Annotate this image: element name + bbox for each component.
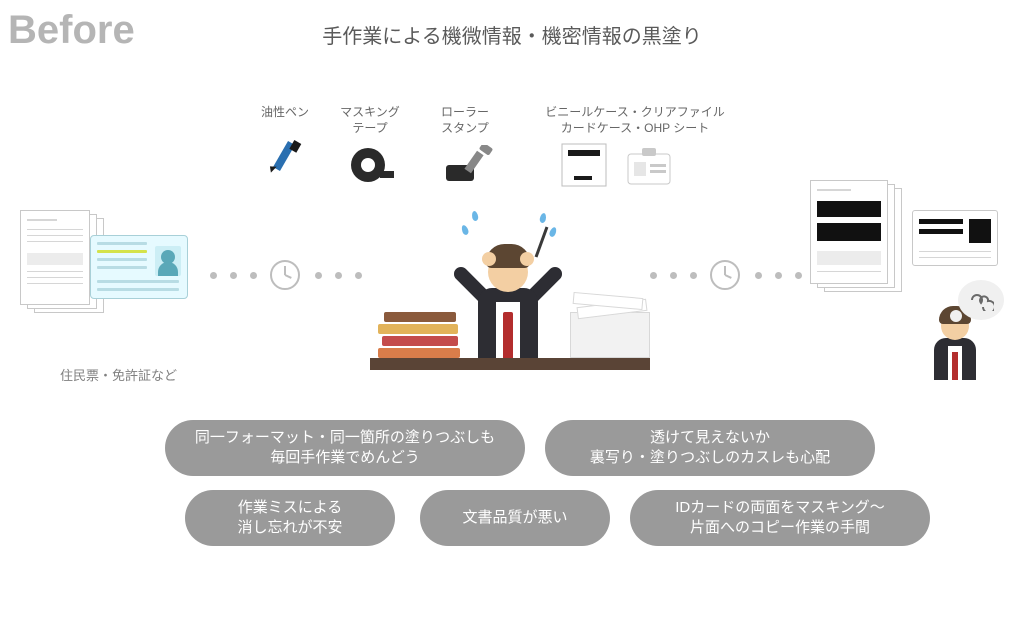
idclip-icon — [624, 146, 674, 195]
tool-label-stamp: ローラー スタンプ — [425, 105, 505, 136]
book-stack-icon — [378, 310, 468, 358]
pen-icon — [268, 135, 302, 190]
input-caption: 住民票・免許証など — [60, 365, 177, 384]
stamp-icon — [440, 145, 496, 192]
pain-pill: 作業ミスによる 消し忘れが不安 — [185, 490, 395, 546]
flow-dot — [230, 272, 237, 279]
id-card-icon — [90, 235, 188, 299]
flow-dot — [650, 272, 657, 279]
sheet-icon — [560, 142, 616, 195]
flow-dot — [315, 272, 322, 279]
tape-icon — [346, 145, 396, 192]
flow-dot — [795, 272, 802, 279]
flow-dot — [250, 272, 257, 279]
main-title: 手作業による機微情報・機密情報の黒塗り — [0, 20, 1024, 49]
flow-dot — [335, 272, 342, 279]
worker-illustration — [390, 195, 630, 370]
tool-label-tape: マスキング テープ — [330, 105, 410, 136]
sweat-icon — [460, 224, 469, 235]
redacted-card-icon — [912, 210, 998, 266]
flow-dot — [670, 272, 677, 279]
clock-icon — [710, 260, 740, 290]
flow-dot — [210, 272, 217, 279]
flow-dot — [755, 272, 762, 279]
tool-label-pen: 油性ペン — [255, 105, 315, 121]
sweat-icon — [539, 212, 547, 223]
flow-dot — [355, 272, 362, 279]
pencil-icon — [535, 226, 549, 257]
flow-dot — [775, 272, 782, 279]
flow-dot — [690, 272, 697, 279]
sweat-icon — [471, 211, 479, 222]
pain-pill: 透けて見えないか 裏写り・塗りつぶしのカスレも心配 — [545, 420, 875, 476]
tool-label-sheet: ビニールケース・クリアファイル カードケース・OHP シート — [520, 105, 750, 136]
sweat-icon — [548, 226, 557, 238]
scribble-icon — [968, 289, 994, 311]
pain-pill: IDカードの両面をマスキング〜 片面へのコピー作業の手間 — [630, 490, 930, 546]
pain-pill: 文書品質が悪い — [420, 490, 610, 546]
clock-icon — [270, 260, 300, 290]
paper-pile-icon — [570, 312, 650, 358]
pain-pill: 同一フォーマット・同一箇所の塗りつぶしも 毎回手作業でめんどう — [165, 420, 525, 476]
